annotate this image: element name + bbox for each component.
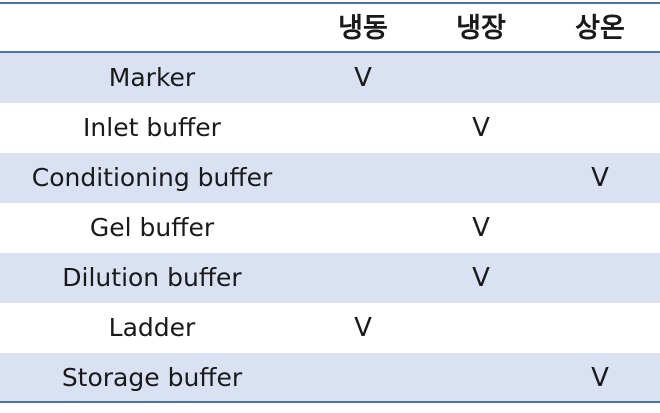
row-item-name: Ladder (108, 313, 196, 342)
row-room-temp-mark: V (591, 163, 609, 193)
table-row: Storage buffer V (0, 353, 660, 403)
row-item-name: Conditioning buffer (31, 163, 273, 192)
row-frozen-mark: V (354, 63, 372, 93)
row-frozen-mark (304, 103, 422, 153)
row-room-temp-mark (540, 203, 660, 253)
header-item-name (0, 4, 304, 54)
table-row: Conditioning buffer V (0, 153, 660, 203)
table-row: Ladder V (0, 303, 660, 353)
row-frozen-mark (304, 203, 422, 253)
row-room-temp-mark: V (591, 363, 609, 393)
table-row: Marker V (0, 53, 660, 103)
table-row: Inlet buffer V (0, 103, 660, 153)
row-room-temp-mark (540, 53, 660, 103)
row-item-name: Marker (108, 63, 196, 92)
table-header-row: 냉동 냉장 상온 (0, 4, 660, 54)
table-row: Dilution buffer V (0, 253, 660, 303)
header-refrigerated: 냉장 (456, 13, 506, 44)
row-item-name: Inlet buffer (83, 113, 221, 142)
header-room-temp: 상온 (575, 13, 625, 44)
row-refrigerated-mark: V (472, 213, 490, 243)
row-room-temp-mark (540, 303, 660, 353)
table-row: Gel buffer V (0, 203, 660, 253)
row-refrigerated-mark (422, 153, 540, 203)
row-refrigerated-mark (422, 53, 540, 103)
row-item-name: Dilution buffer (62, 263, 242, 292)
row-item-name: Storage buffer (61, 363, 243, 392)
table-top-rule (0, 2, 660, 4)
row-frozen-mark (304, 253, 422, 303)
row-room-temp-mark (540, 103, 660, 153)
row-frozen-mark: V (354, 313, 372, 343)
row-refrigerated-mark: V (472, 263, 490, 293)
header-frozen: 냉동 (338, 13, 388, 44)
row-refrigerated-mark (422, 303, 540, 353)
row-frozen-mark (304, 153, 422, 203)
table-bottom-rule (0, 401, 660, 403)
row-item-name: Gel buffer (89, 213, 215, 242)
row-frozen-mark (304, 353, 422, 403)
row-refrigerated-mark (422, 353, 540, 403)
row-refrigerated-mark: V (472, 113, 490, 143)
table-header-rule (0, 51, 660, 53)
row-room-temp-mark (540, 253, 660, 303)
